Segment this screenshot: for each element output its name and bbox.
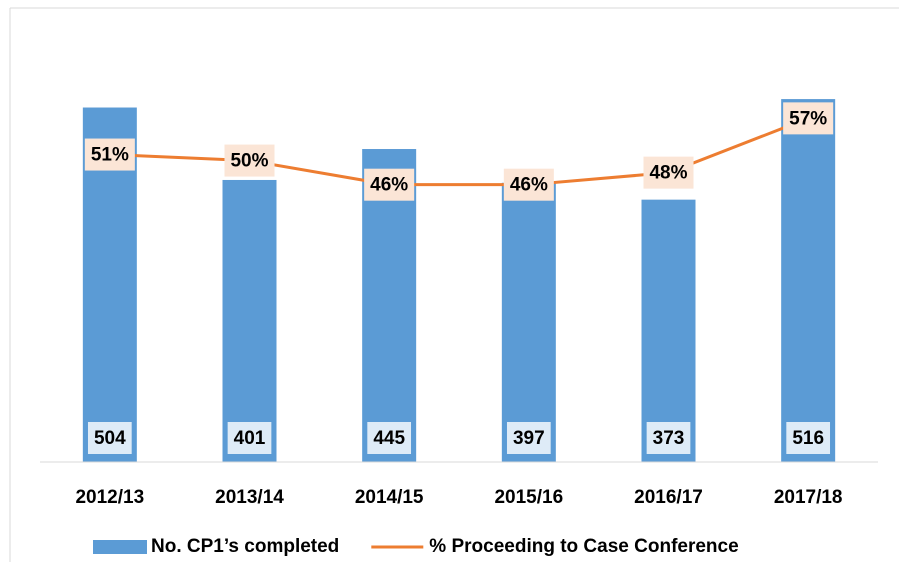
x-tick-label: 2015/16 [494,487,563,508]
bar-value-label-bg [367,422,412,454]
bar-value-label: 504 [94,428,126,449]
line-value-label: 46% [510,175,548,196]
x-tick-label: 2017/18 [774,487,843,508]
bar-value-label-bg [506,422,551,454]
bar [222,179,277,463]
x-tick-label: 2016/17 [634,487,703,508]
bar-value-label: 397 [513,428,545,449]
line-value-label-bg [364,168,415,201]
bar [781,99,836,462]
bar-value-label-bg [227,422,272,454]
x-tick-label: 2014/15 [355,487,424,508]
bar-value-label: 516 [792,428,824,449]
line-value-label-bg [84,138,135,171]
bar-value-label: 373 [653,428,685,449]
x-tick-label: 2012/13 [75,487,144,508]
legend-swatch [93,540,147,554]
line-value-label-bg [783,102,834,135]
line-value-label: 57% [789,108,827,129]
bar [501,182,556,462]
line [109,116,809,187]
line-value-label-bg [503,168,554,201]
bar-value-label-bg [87,422,132,454]
line-value-label: 46% [370,175,408,196]
line-value-label: 51% [91,145,129,166]
bar-value-label: 401 [234,428,266,449]
bar [362,149,417,462]
x-tick-label: 2013/14 [215,487,284,508]
line-value-label-bg [643,156,694,189]
line-value-label: 50% [230,151,268,172]
legend-label: No. CP1’s completed [151,536,339,557]
bar-value-label-bg [786,422,831,454]
bar [641,199,696,462]
bar-value-label: 445 [373,428,405,449]
bar-value-label-bg [646,422,691,454]
line-value-label-bg [224,144,275,177]
line-value-label: 48% [649,163,687,184]
legend-label: % Proceeding to Case Conference [429,536,738,557]
